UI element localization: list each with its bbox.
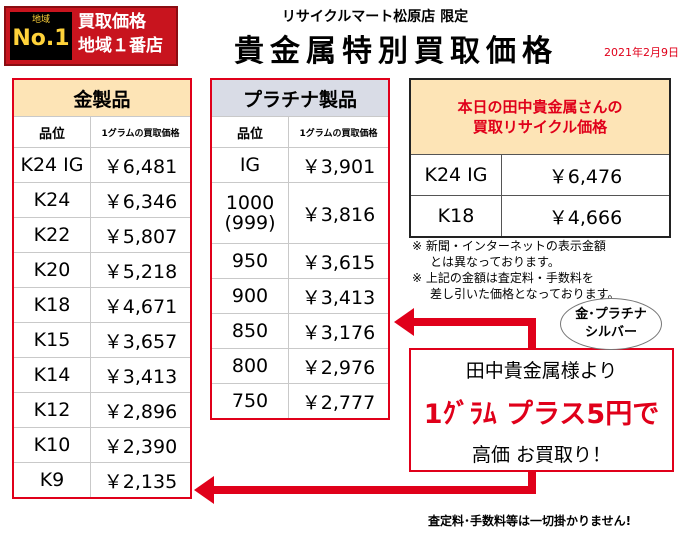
no1-emblem: 地域 No.1 [10, 12, 72, 60]
grade-cell: K24 IG [12, 147, 91, 183]
table-row: K18 ￥4,671 [12, 287, 192, 323]
grade-subline: (999) [224, 212, 276, 234]
note-2b: 差し引いた価格となっております。 [430, 287, 620, 301]
grade-cell: K14 [12, 357, 91, 393]
arrow-to-platinum-900 [394, 308, 536, 348]
tanaka-price-table: 本日の田中貴金属さんの 買取リサイクル価格 K24 IG ￥6,476 K18 ￥4… [409, 78, 671, 238]
price-cell: ￥2,777 [288, 383, 390, 420]
table-row: K15 ￥3,657 [12, 322, 192, 358]
date-label: 2021年2月9日 [604, 46, 679, 59]
tanaka-title-line2: 買取リサイクル価格 [472, 118, 608, 136]
grade-cell: 1000 (999) [210, 182, 289, 244]
grade-cell: K18 [409, 195, 502, 238]
grade-cell: IG [210, 147, 289, 183]
grade-cell: K20 [12, 252, 91, 288]
grade-cell: K12 [12, 392, 91, 428]
promo-callout [409, 348, 674, 472]
platinum-price-table: プラチナ製品 品位 1グラムの買取価格 IG ￥3,901 1000 (999) … [210, 78, 390, 420]
table-row: K9 ￥2,135 [12, 462, 192, 499]
note-1a: ※ 新聞・インターネットの表示金額 [412, 239, 606, 253]
price-cell: ￥3,413 [90, 357, 192, 393]
arrow-line-upper [412, 318, 536, 348]
gold-table-title: 金製品 [12, 78, 192, 117]
grade-cell: K24 IG [409, 154, 502, 196]
table-row: K12 ￥2,896 [12, 392, 192, 428]
badge-area-label: 地域 [31, 15, 50, 25]
grade-cell: 950 [210, 243, 289, 279]
table-row: K24 IG ￥6,476 [409, 154, 671, 196]
gold-price-table: 金製品 品位 1グラムの買取価格 K24 IG ￥6,481 K24 ￥6,346 … [12, 78, 192, 499]
badge-line1: 買取価格 [78, 12, 146, 32]
page-title: 貴金属特別買取価格 [234, 34, 558, 69]
table-row: 750 ￥2,777 [210, 383, 390, 420]
price-cell: ￥3,176 [288, 313, 390, 349]
price-cell: ￥2,135 [90, 462, 192, 499]
callout-line3: 高価 お買取り！ [471, 444, 612, 466]
table-row: 1000 (999) ￥3,816 [210, 182, 390, 244]
notes: ※ 新聞・インターネットの表示金額 とは異なっております。 ※ 上記の金額は査定… [412, 238, 619, 302]
grade-cell: 750 [210, 383, 289, 420]
note-1b: とは異なっております。 [430, 255, 560, 269]
price-cell: ￥2,390 [90, 427, 192, 463]
table-row: 800 ￥2,976 [210, 348, 390, 384]
callout-line2: 1ｸﾞﾗﾑ プラス5円で [423, 399, 660, 430]
bubble-line2: シルバー [584, 325, 637, 340]
grade-cell: 800 [210, 348, 289, 384]
price-cell: ￥6,481 [90, 147, 192, 183]
table-row: IG ￥3,901 [210, 147, 390, 183]
callout-line1: 田中貴金属様より [465, 360, 618, 382]
arrow-to-gold-k9 [194, 472, 536, 504]
price-cell: ￥2,976 [288, 348, 390, 384]
price-cell: ￥4,666 [501, 195, 671, 238]
store-name: リサイクルマート松原店 限定 [281, 9, 469, 25]
price-cell: ￥3,816 [288, 182, 390, 244]
arrow-head-upper [394, 308, 414, 336]
note-2a: ※ 上記の金額は査定料・手数料を [412, 271, 594, 285]
gold-col-price: 1グラムの買取価格 [90, 116, 192, 148]
table-row: 850 ￥3,176 [210, 313, 390, 349]
price-cell: ￥4,671 [90, 287, 192, 323]
grade-cell: K24 [12, 182, 91, 218]
grade-cell: K15 [12, 322, 91, 358]
platinum-col-grade: 品位 [210, 116, 289, 148]
price-cell: ￥2,896 [90, 392, 192, 428]
tanaka-table-title: 本日の田中貴金属さんの 買取リサイクル価格 [409, 78, 671, 155]
price-cell: ￥6,476 [501, 154, 671, 196]
price-cell: ￥3,901 [288, 147, 390, 183]
top-badge: 地域 No.1 買取価格 地域１番店 [4, 6, 178, 66]
grade-cell: K18 [12, 287, 91, 323]
badge-text: 買取価格 地域１番店 [78, 10, 172, 58]
grade-line: 1000 [225, 192, 275, 214]
table-row: K22 ￥5,807 [12, 217, 192, 253]
footer-note: 査定料･手数料等は一切掛かりません! [428, 514, 632, 528]
platinum-table-title: プラチナ製品 [210, 78, 390, 117]
table-row: K24 IG ￥6,481 [12, 147, 192, 183]
grade-cell: K22 [12, 217, 91, 253]
platinum-col-price: 1グラムの買取価格 [288, 116, 390, 148]
table-row: 900 ￥3,413 [210, 278, 390, 314]
tanaka-title-line1: 本日の田中貴金属さんの [457, 98, 623, 116]
bubble-line1: 金･プラチナ [575, 307, 647, 322]
badge-line2: 地域１番店 [78, 36, 163, 56]
gold-col-grade: 品位 [12, 116, 91, 148]
table-row: K10 ￥2,390 [12, 427, 192, 463]
speech-bubble: 金･プラチナ シルバー [560, 298, 662, 350]
badge-no1-label: No.1 [12, 26, 70, 51]
arrow-line-lower [212, 472, 536, 494]
arrow-head-lower [194, 476, 214, 504]
table-row: K14 ￥3,413 [12, 357, 192, 393]
grade-cell: K9 [12, 462, 91, 499]
price-cell: ￥3,413 [288, 278, 390, 314]
table-row: K18 ￥4,666 [409, 195, 671, 238]
